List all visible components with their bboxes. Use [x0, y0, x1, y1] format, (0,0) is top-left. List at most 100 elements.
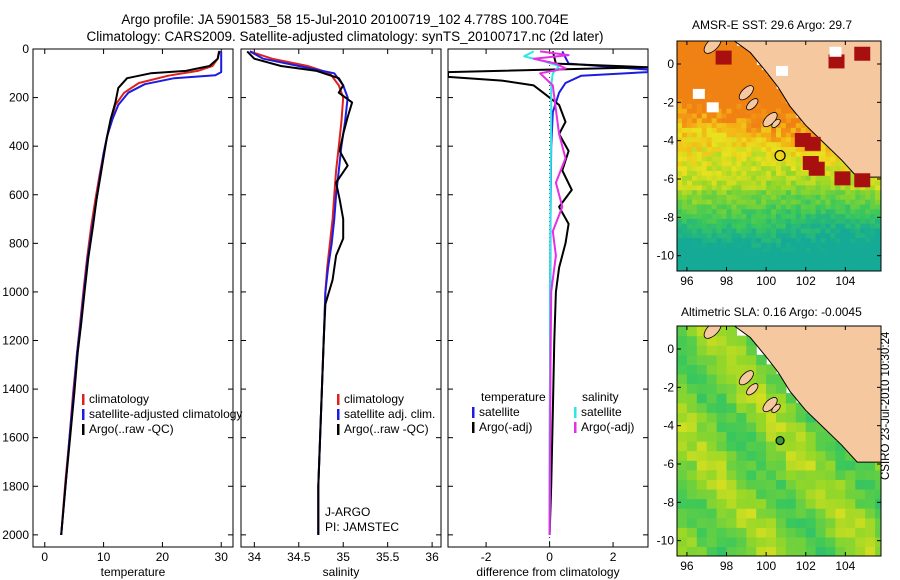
map-cell — [776, 527, 787, 538]
map-cell — [766, 175, 772, 181]
map-cell — [716, 335, 728, 346]
map-cell — [706, 251, 713, 258]
map-cell — [850, 180, 856, 186]
map-cell — [746, 402, 757, 413]
map-cell — [706, 373, 718, 385]
map-cell — [726, 127, 733, 133]
map-cell — [790, 256, 797, 262]
map-cell — [766, 199, 772, 205]
map-cell — [781, 251, 787, 258]
map-cell — [785, 218, 792, 224]
map-cell — [781, 189, 787, 195]
map-cell — [696, 41, 703, 47]
map-cell — [736, 213, 742, 219]
map-cell — [776, 203, 782, 210]
map-cell — [701, 184, 708, 191]
map-cell — [800, 203, 807, 210]
map-cell — [716, 93, 723, 100]
difference-legend-salinity-title: salinity — [582, 390, 619, 404]
map-cell — [815, 199, 822, 205]
map-cell — [716, 199, 723, 205]
map-cell — [835, 247, 841, 253]
map-cell — [682, 189, 688, 195]
map-cell — [795, 326, 807, 327]
map-cell — [756, 180, 762, 186]
map-cell — [741, 199, 747, 205]
map-cell — [776, 160, 782, 167]
map-cell — [795, 184, 802, 191]
map-cell — [741, 69, 747, 76]
map-cell — [686, 227, 693, 234]
map-cell — [845, 232, 851, 239]
map-cell — [691, 117, 698, 124]
map-cell — [711, 88, 718, 95]
map-cell — [706, 261, 713, 267]
map-cell — [781, 132, 787, 138]
map-cell — [870, 256, 876, 262]
series-group-difference — [448, 50, 648, 535]
map-cell — [716, 227, 723, 234]
map-cell — [805, 261, 812, 267]
map-cell — [790, 151, 797, 157]
map-cell — [781, 208, 787, 215]
map-cell — [736, 108, 742, 114]
island — [738, 370, 754, 386]
map-cell — [691, 232, 698, 239]
y-tick-label: 1200 — [2, 334, 29, 348]
series-line-salinity-1 — [249, 50, 349, 535]
map-cell — [711, 189, 718, 195]
map-cell — [805, 227, 812, 234]
map-cell — [805, 194, 812, 200]
map-cell — [736, 326, 747, 327]
map-cell — [785, 184, 792, 191]
map-cell — [795, 223, 802, 229]
map-cell — [731, 218, 738, 224]
map-cell — [795, 227, 802, 234]
map-cell — [682, 136, 688, 143]
map-cell — [756, 266, 762, 271]
map-cell — [751, 156, 757, 162]
map-cell — [850, 189, 856, 195]
map-cell — [736, 469, 747, 480]
map-cell — [711, 208, 718, 215]
map-cell — [726, 170, 733, 176]
map-cell — [805, 203, 812, 210]
map-cell — [682, 208, 688, 215]
map-cell — [731, 213, 738, 219]
map-cell — [726, 479, 737, 490]
map-cell — [810, 132, 817, 138]
map-cell — [736, 393, 747, 404]
map-cell — [691, 74, 698, 80]
map-cell — [785, 136, 792, 143]
map-cell — [751, 180, 757, 186]
map-cell — [726, 165, 733, 171]
map-field-sla_map — [677, 326, 881, 556]
map-cell — [766, 383, 777, 394]
map-cell — [805, 527, 817, 538]
map-cell — [686, 93, 693, 100]
map-cell — [741, 247, 747, 253]
map-cell — [696, 373, 708, 385]
map-cell — [771, 242, 777, 248]
map-cell — [731, 98, 738, 104]
map-cell — [805, 237, 812, 243]
map-cell — [766, 251, 772, 258]
map-cell — [776, 127, 782, 133]
map-cell — [795, 146, 802, 152]
map-cell — [716, 156, 723, 162]
map-cell — [677, 536, 688, 547]
map-cell — [686, 431, 698, 442]
map-cell — [785, 127, 792, 133]
map-cell — [691, 194, 698, 200]
map-cell — [711, 227, 718, 234]
map-cell — [701, 223, 708, 229]
map-cell — [716, 354, 728, 365]
map-cell — [761, 189, 767, 195]
map-cell — [835, 479, 846, 490]
map-cell — [726, 41, 733, 47]
map-cell — [701, 266, 708, 271]
map-cell — [766, 203, 772, 210]
map-cell — [706, 508, 718, 519]
map-cell — [761, 160, 767, 167]
map-cell — [736, 242, 742, 248]
